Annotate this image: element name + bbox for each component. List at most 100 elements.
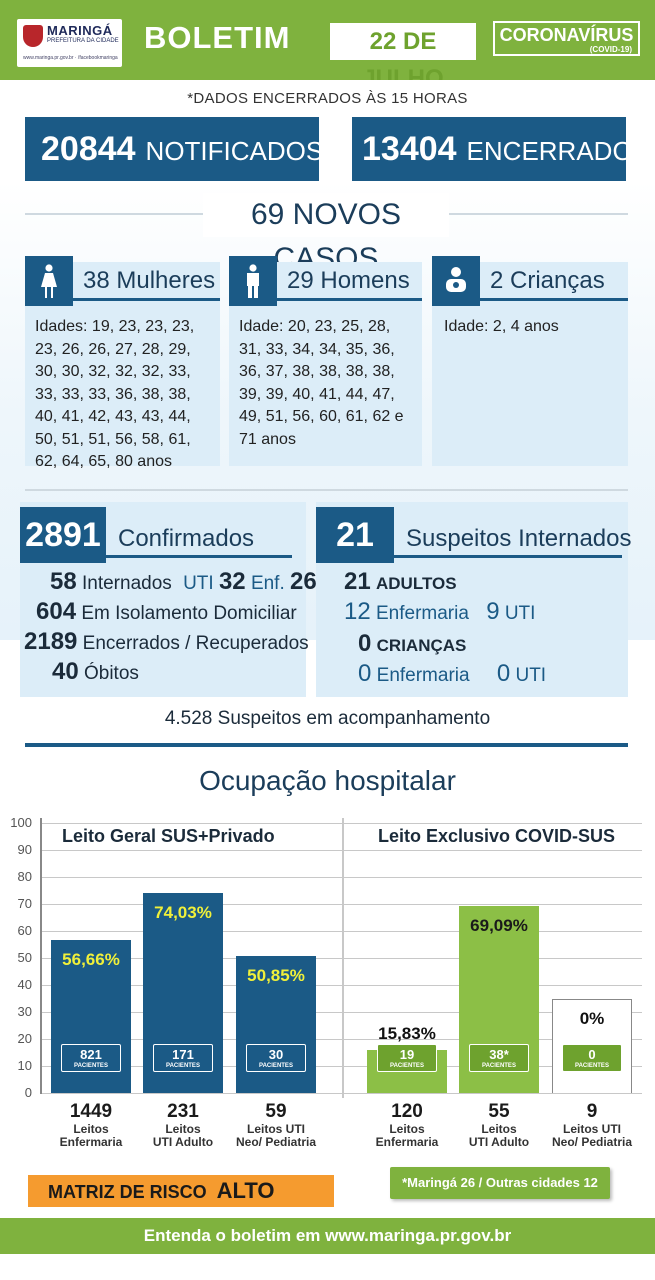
- beds-count: 1449: [69, 1101, 113, 1122]
- patients-box: 0 PACIENTES: [562, 1044, 622, 1072]
- patients-box: 30 PACIENTES: [246, 1044, 306, 1072]
- deaths-label: Óbitos: [83, 663, 139, 684]
- suspects-underline: [394, 555, 622, 558]
- children-label: CRIANÇAS: [376, 636, 467, 655]
- children-underline: [480, 298, 628, 301]
- beds-count: 9: [586, 1101, 598, 1122]
- children-line: 0 CRIANÇAS: [358, 630, 466, 658]
- adults-icu-count: 9: [486, 598, 500, 625]
- women-column: 38 Mulheres Idades: 19, 23, 23, 23, 23, …: [25, 256, 220, 470]
- page-title: BOLETIM: [144, 20, 291, 55]
- logo-name: MARINGÁ: [47, 23, 113, 38]
- general-beds-title: Leito Geral SUS+Privado: [62, 826, 275, 846]
- notified-value: 20844: [41, 130, 136, 168]
- y-tick-label: 80: [17, 869, 32, 884]
- bar-category-label: 55 Leitos UTI Adulto: [449, 1101, 549, 1149]
- patients-label: PACIENTES: [166, 1063, 200, 1069]
- adults-ward-count: 12: [344, 598, 371, 625]
- adults-icu-label: UTI: [504, 603, 536, 624]
- topic-badge: CORONAVÍRUS (COVID-19): [493, 21, 640, 56]
- adults-detail-line: 12 Enfermaria 9 UTI: [344, 598, 535, 626]
- bar-percent-label: 56,66%: [62, 950, 120, 970]
- patients-label: PACIENTES: [390, 1063, 424, 1069]
- ward-label: Enf.: [250, 573, 285, 594]
- men-title: 29 Homens: [287, 267, 410, 294]
- closed-box: 13404 ENCERRADOS: [352, 117, 650, 181]
- beds-count: 55: [488, 1101, 510, 1122]
- hospitalized-label: Internados: [81, 573, 172, 594]
- bed-type-label: Leitos UTI: [562, 1122, 621, 1136]
- covid-beds-title: Leito Exclusivo COVID-SUS: [378, 826, 616, 846]
- bar-category-label: 1449 Leitos Enfermaria: [41, 1101, 141, 1149]
- bar-category-label: 9 Leitos UTI Neo/ Pediatria: [542, 1101, 642, 1149]
- bed-type-label: Leitos: [389, 1122, 425, 1136]
- recovered-label: Encerrados / Recuperados: [82, 633, 309, 654]
- isolation-line: 604 Em Isolamento Domiciliar: [36, 598, 297, 626]
- children-title: 2 Crianças: [490, 267, 605, 294]
- beds-count: 120: [391, 1101, 423, 1122]
- children-ward-count: 0: [358, 660, 372, 687]
- bar-percent-label: 74,03%: [154, 903, 212, 923]
- chart-bar[interactable]: [143, 893, 223, 1093]
- y-tick-label: 90: [17, 842, 32, 857]
- children-ward-label: Enfermaria: [376, 665, 470, 686]
- confirmed-title: Confirmados: [118, 525, 255, 552]
- beds-count: 231: [167, 1101, 199, 1122]
- woman-icon: [25, 256, 73, 306]
- notified-label: NOTIFICADOS: [145, 136, 324, 166]
- bulletin-date: 22 DE JULHO: [330, 23, 476, 92]
- icu-label: UTI: [183, 573, 214, 594]
- bar-percent-label: 69,09%: [470, 916, 528, 936]
- isolation-label: Em Isolamento Domiciliar: [81, 603, 297, 624]
- bed-type-label: Leitos: [165, 1122, 201, 1136]
- men-header: 29 Homens: [229, 256, 422, 306]
- y-tick-label: 30: [17, 1004, 32, 1019]
- bar-percent-label: 50,85%: [247, 965, 305, 985]
- man-icon: [229, 256, 277, 306]
- city-logo[interactable]: MARINGÁ PREFEITURA DA CIDADE www.maringa…: [17, 19, 122, 67]
- men-column: 29 Homens Idade: 20, 23, 25, 28, 31, 33,…: [229, 256, 422, 466]
- coat-of-arms-icon: [23, 25, 43, 47]
- women-underline: [73, 298, 220, 301]
- closed-label: ENCERRADOS: [466, 136, 651, 166]
- women-title: 38 Mulheres: [83, 267, 216, 294]
- y-tick-label: 70: [17, 896, 32, 911]
- footer-link[interactable]: Entenda o boletim em www.maringa.pr.gov.…: [0, 1218, 655, 1254]
- patients-box: 821 PACIENTES: [61, 1044, 121, 1072]
- suspects-value: 21: [316, 507, 394, 563]
- patients-label: PACIENTES: [74, 1063, 108, 1069]
- patients-count: 171: [172, 1047, 194, 1062]
- confirmed-value: 2891: [20, 507, 106, 563]
- bed-type-label: Leitos UTI: [246, 1122, 305, 1136]
- patients-label: PACIENTES: [259, 1063, 293, 1069]
- risk-matrix: MATRIZ DE RISCO ALTO: [28, 1175, 334, 1207]
- icu-count: 32: [218, 568, 246, 595]
- chart-bar[interactable]: [236, 955, 316, 1093]
- risk-level: ALTO: [216, 1178, 275, 1203]
- chart-bar[interactable]: [51, 940, 131, 1093]
- hospitalized-count: 58: [50, 568, 77, 595]
- bed-type-label: Neo/ Pediatria: [235, 1135, 317, 1149]
- monitoring-line: 4.528 Suspeitos em acompanhamento: [164, 708, 491, 729]
- bed-type-label: Neo/ Pediatria: [551, 1135, 633, 1149]
- adults-ward-label: Enfermaria: [375, 603, 469, 624]
- recovered-count: 2189: [24, 628, 78, 655]
- recovered-line: 2189 Encerrados / Recuperados: [24, 628, 309, 656]
- panel-divider: [342, 818, 344, 1098]
- beds-count: 59: [265, 1101, 287, 1122]
- children-count: 0: [358, 630, 372, 657]
- patients-count: 30: [268, 1047, 284, 1062]
- children-ages: Idade: 2, 4 anos: [444, 318, 559, 335]
- patients-box: 171 PACIENTES: [153, 1044, 213, 1072]
- children-icu-label: UTI: [515, 665, 547, 686]
- patients-count: 38*: [489, 1047, 509, 1062]
- logo-subtitle: PREFEITURA DA CIDADE: [47, 38, 119, 44]
- adults-line: 21 ADULTOS: [344, 568, 457, 596]
- deaths-count: 40: [52, 658, 79, 685]
- new-cases-title: 69 NOVOS CASOS: [203, 193, 449, 275]
- bed-type-label: Enfermaria: [59, 1135, 123, 1149]
- hospitalized-line: 58 Internados UTI 32 Enf. 26: [50, 568, 317, 596]
- children-icu-count: 0: [496, 660, 511, 687]
- child-icon: [432, 256, 480, 306]
- children-header: 2 Crianças: [432, 256, 628, 306]
